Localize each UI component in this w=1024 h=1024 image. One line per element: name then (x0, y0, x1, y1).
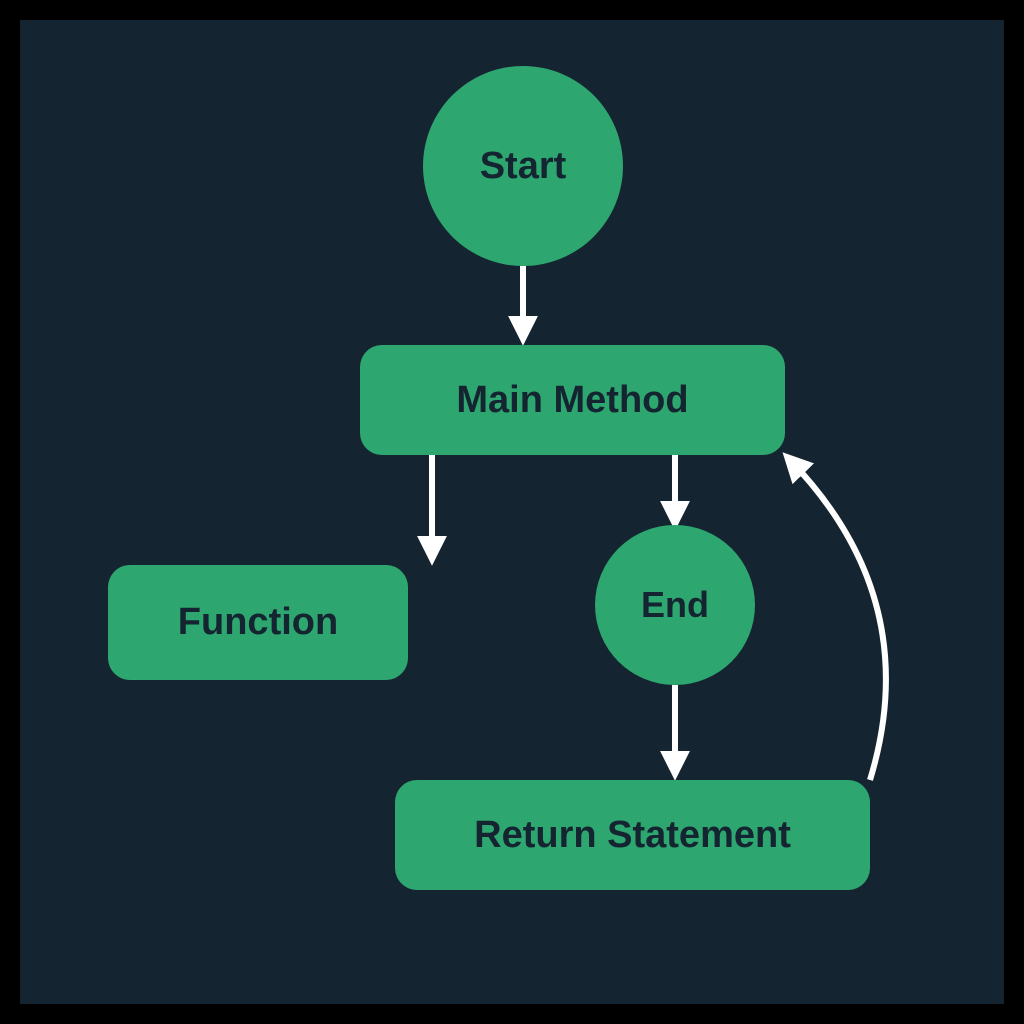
node-label-main: Main Method (456, 379, 688, 422)
node-function: Function (108, 565, 408, 680)
node-label-return: Return Statement (474, 814, 791, 857)
node-return: Return Statement (395, 780, 870, 890)
node-main: Main Method (360, 345, 785, 455)
node-label-start: Start (480, 145, 567, 188)
node-start: Start (423, 66, 623, 266)
node-label-end: End (641, 584, 709, 626)
node-end: End (595, 525, 755, 685)
node-label-function: Function (178, 601, 338, 644)
